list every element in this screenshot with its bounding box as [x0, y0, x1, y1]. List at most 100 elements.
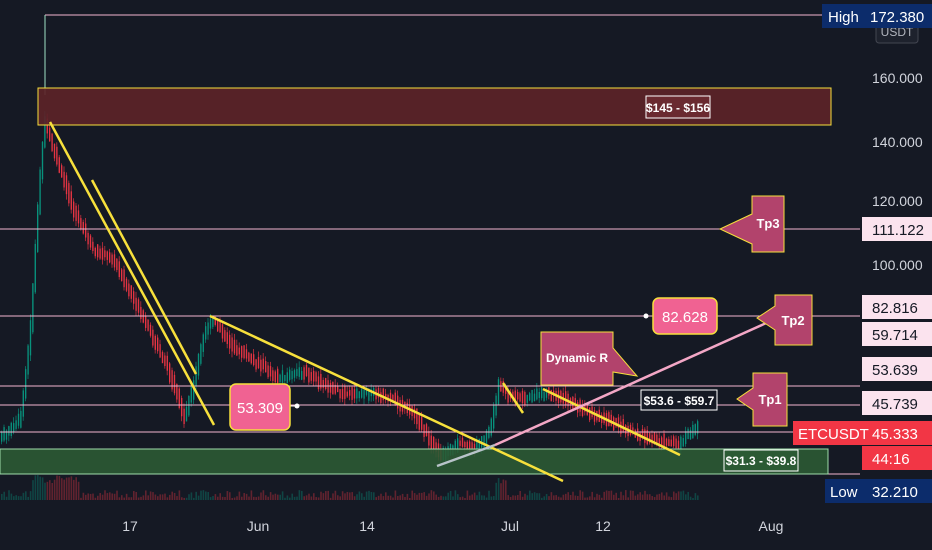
candle-body — [195, 366, 197, 386]
candle-body — [389, 392, 392, 401]
trendline-4[interactable] — [501, 382, 525, 414]
callout-tp1: Tp1 — [758, 392, 781, 407]
support-zone[interactable] — [0, 448, 829, 475]
volume-bar — [581, 491, 584, 500]
candle-body — [313, 370, 315, 382]
price-scale[interactable]: 160.000 140.000 120.000 100.000 USDT Hig… — [793, 0, 932, 510]
volume-bar — [349, 492, 351, 500]
volume-bar — [452, 496, 454, 500]
volume-bar — [13, 496, 15, 500]
volume-bar — [529, 490, 531, 500]
volume-bar — [296, 496, 298, 500]
volume-bar — [44, 482, 46, 500]
price-tag-45-7-value: 45.739 — [872, 396, 918, 413]
candle-body — [301, 371, 303, 380]
volume-bar — [601, 497, 603, 500]
volume-bar — [574, 495, 577, 500]
x-tick-aug: Aug — [759, 518, 784, 534]
resistance-zone[interactable] — [37, 87, 832, 126]
candle-body — [157, 337, 159, 352]
rising-line-grey[interactable] — [436, 443, 496, 468]
candle-body — [680, 436, 682, 451]
volume-bar — [399, 495, 401, 500]
candle-body — [20, 410, 22, 428]
volume-bar — [315, 497, 317, 500]
volume-bar — [308, 493, 310, 500]
price-bubble-53-box[interactable] — [229, 383, 291, 431]
candle-body — [231, 337, 233, 352]
volume-bar — [293, 496, 296, 500]
volume-bar — [313, 493, 315, 500]
candle-body — [89, 235, 92, 248]
candle-body — [543, 391, 545, 401]
volume-bar — [478, 491, 481, 500]
trendline-3[interactable] — [209, 314, 564, 483]
volume-bar — [248, 496, 250, 500]
candle-body — [358, 391, 360, 399]
trendline-2[interactable] — [90, 179, 198, 375]
volume-bar — [341, 491, 344, 500]
candle-body — [649, 432, 651, 443]
volume-bar — [22, 492, 25, 500]
candle-body — [310, 372, 312, 381]
volume-bar — [53, 479, 56, 500]
volume-bar — [454, 490, 457, 500]
price-tag-high — [822, 4, 932, 28]
trendline-5[interactable] — [542, 387, 681, 457]
volume-bar — [577, 495, 579, 500]
candle-body — [469, 441, 471, 453]
volume-bar — [351, 492, 353, 500]
callouts: Tp3 Tp2 Tp1 Dynamic R — [540, 195, 813, 427]
candle-body — [82, 222, 84, 234]
volume-bar — [517, 495, 519, 500]
volume-bar — [543, 496, 545, 500]
volume-bar — [430, 490, 433, 500]
volume-bar — [226, 491, 229, 500]
callout-tp2-shape[interactable] — [756, 294, 813, 346]
volume-bar — [253, 496, 255, 500]
candle-body — [272, 370, 274, 381]
candle-body — [524, 392, 526, 405]
rising-line-pink[interactable] — [494, 309, 794, 447]
candle-body — [459, 440, 461, 446]
candle-body — [533, 393, 536, 402]
volume-bar — [159, 494, 161, 500]
price-tag-111-value: 111.122 — [872, 222, 924, 239]
volume-bar — [65, 477, 68, 500]
candle-body — [15, 420, 17, 429]
volume-bar — [219, 493, 221, 500]
volume-bar — [63, 479, 65, 500]
candle-body — [171, 370, 173, 390]
volume-bar — [1, 493, 3, 500]
volume-bar — [185, 497, 188, 500]
volume-bar — [353, 496, 356, 500]
candle-body — [22, 390, 24, 417]
volume-bar — [567, 492, 569, 500]
volume-bar — [615, 492, 617, 500]
volume-bar — [200, 490, 202, 500]
candle-body — [279, 374, 281, 383]
candle-body — [51, 133, 53, 152]
volume-bar — [181, 497, 183, 500]
candle-body — [116, 258, 118, 270]
trendline-1[interactable] — [48, 121, 216, 426]
candle-body — [339, 389, 341, 399]
candle-body — [428, 431, 430, 446]
price-tag-countdown — [862, 446, 932, 470]
candle-body — [416, 408, 418, 425]
candle-body — [622, 419, 624, 432]
callout-tp3-shape[interactable] — [718, 195, 785, 253]
callout-dynamic-r-shape[interactable] — [540, 331, 639, 386]
callout-tp1-shape[interactable] — [736, 372, 788, 427]
time-axis[interactable]: 17 Jun 14 Jul 12 Aug — [0, 510, 932, 550]
volume-bar — [32, 480, 34, 500]
volume-bar — [173, 492, 176, 500]
candle-body — [161, 352, 164, 364]
price-bubble-82-box[interactable] — [652, 297, 718, 335]
volume-bar — [675, 493, 677, 500]
volume-bar — [442, 496, 445, 500]
price-tag-high-value: 172.380 — [870, 9, 924, 26]
volume-bar — [92, 493, 94, 500]
